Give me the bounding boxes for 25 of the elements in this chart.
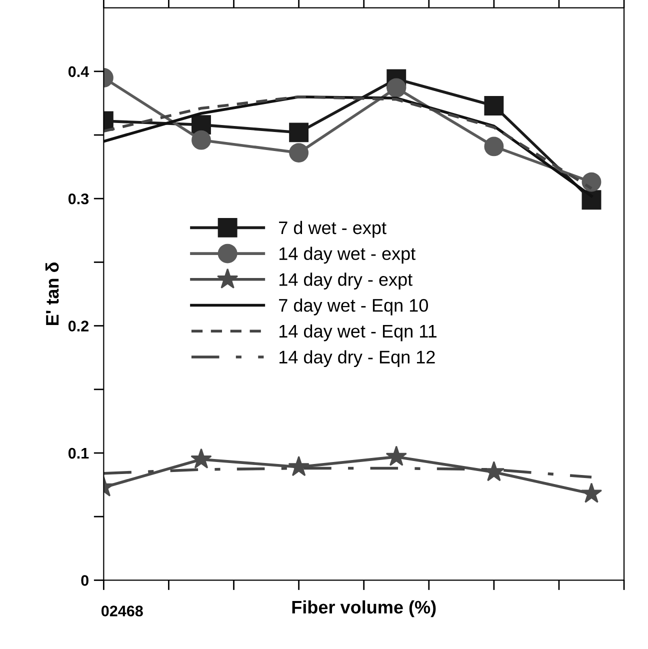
legend-label: 7 day wet - Eqn 10 xyxy=(279,298,428,316)
point xyxy=(289,122,309,142)
point xyxy=(289,143,309,163)
text: 02468 xyxy=(102,606,143,616)
legend-label: 14 day dry - expt xyxy=(280,272,412,290)
y-tick-label: 0 xyxy=(81,575,88,586)
y-tick-label: 0.4 xyxy=(68,66,90,78)
y-tick-label: 0.3 xyxy=(68,193,89,204)
point xyxy=(582,172,602,192)
legend-label: 7 d wet - expt xyxy=(279,220,386,238)
y-axis-title: E' tan δ xyxy=(45,262,59,325)
point xyxy=(484,136,504,156)
y-tick-label: 0.2 xyxy=(68,320,88,332)
point xyxy=(288,456,310,476)
legend-label: 14 day wet - Eqn 11 xyxy=(280,324,437,342)
x-axis-title: Fiber volume (%) xyxy=(292,600,436,618)
point xyxy=(386,78,406,98)
legend-label: 14 day dry - Eqn 12 xyxy=(280,350,435,368)
point xyxy=(484,96,504,116)
point xyxy=(580,482,602,503)
point xyxy=(386,446,407,466)
point xyxy=(192,130,211,150)
point xyxy=(190,448,212,468)
y-tick-label: 0.1 xyxy=(68,448,89,459)
legend-label: 14 day wet - expt xyxy=(280,246,416,264)
